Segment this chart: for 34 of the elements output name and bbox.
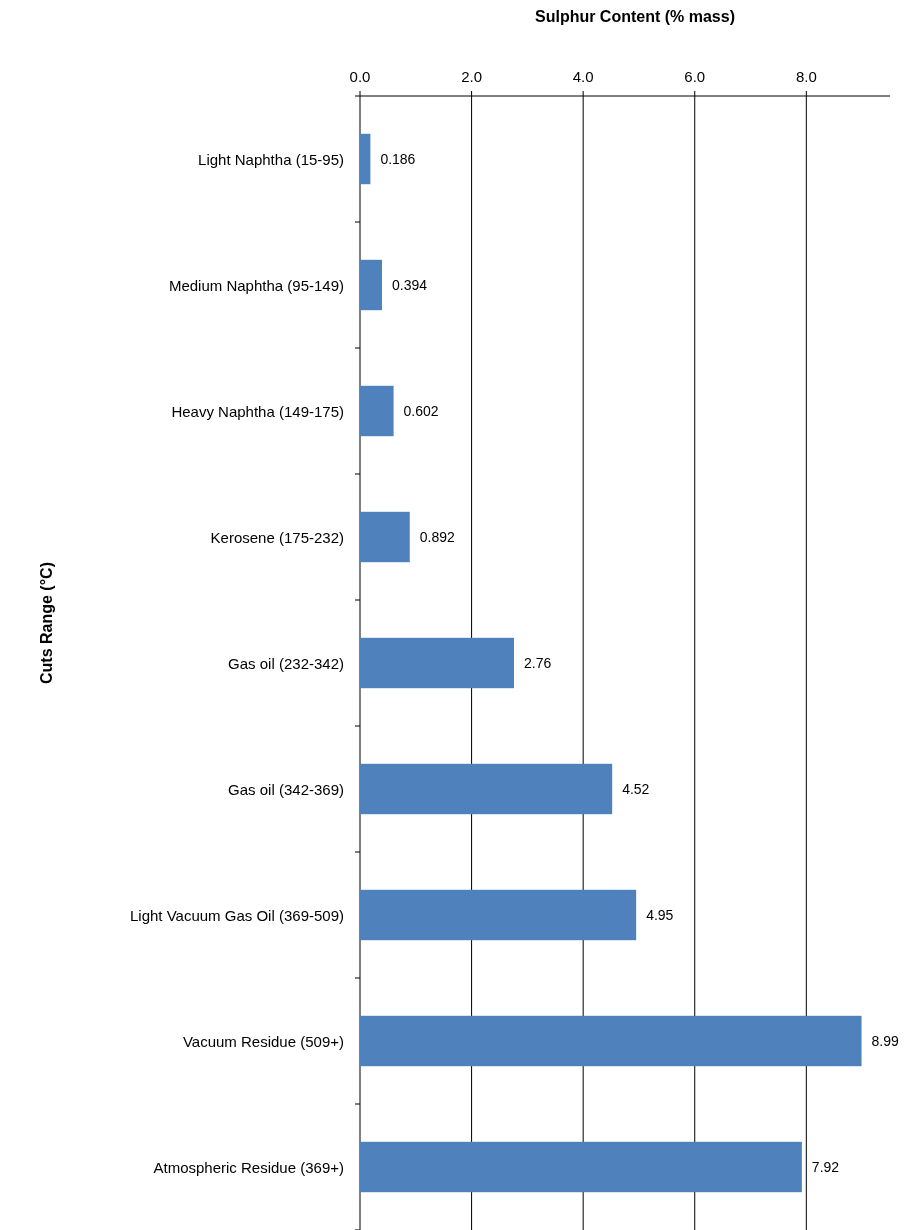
bar — [360, 1015, 862, 1067]
bar — [360, 259, 382, 311]
y-axis-title: Cuts Range (°C) — [38, 562, 55, 684]
y-tick-label: Light Naphtha (15-95) — [198, 150, 344, 168]
bar — [360, 511, 410, 563]
bar — [360, 889, 637, 941]
data-label: 2.76 — [523, 655, 552, 671]
data-label: 0.394 — [391, 277, 428, 293]
x-tick-label: 8.0 — [795, 68, 817, 85]
bar — [360, 385, 394, 437]
y-tick-label: Kerosene (175-232) — [210, 528, 344, 546]
data-label: 0.186 — [380, 151, 416, 167]
bar — [360, 133, 371, 185]
x-tick-label: 6.0 — [684, 68, 706, 85]
bar — [360, 637, 514, 689]
y-tick-label: Medium Naphtha (95-149) — [168, 276, 344, 294]
x-tick-label: 0.0 — [349, 68, 371, 85]
data-label: 8.99 — [871, 1033, 900, 1049]
data-label: 4.52 — [622, 781, 650, 797]
data-label: 7.92 — [811, 1159, 840, 1175]
data-label: 4.95 — [646, 907, 674, 923]
data-label: 0.602 — [403, 403, 439, 419]
x-tick-label: 4.0 — [572, 68, 594, 85]
bar — [360, 763, 613, 815]
y-tick-label: Gas oil (232-342) — [228, 654, 344, 672]
data-label: 0.892 — [419, 529, 456, 545]
y-tick-label: Heavy Naphtha (149-175) — [171, 402, 344, 420]
x-axis-title: Sulphur Content (% mass) — [534, 8, 736, 25]
y-tick-label: Atmospheric Residue (369+) — [153, 1158, 344, 1176]
y-tick-label: Vacuum Residue (509+) — [182, 1032, 344, 1050]
bar — [360, 1141, 802, 1193]
y-tick-label: Gas oil (342-369) — [228, 780, 344, 798]
y-tick-label: Light Vacuum Gas Oil (369-509) — [130, 906, 344, 924]
x-tick-label: 2.0 — [461, 68, 483, 85]
